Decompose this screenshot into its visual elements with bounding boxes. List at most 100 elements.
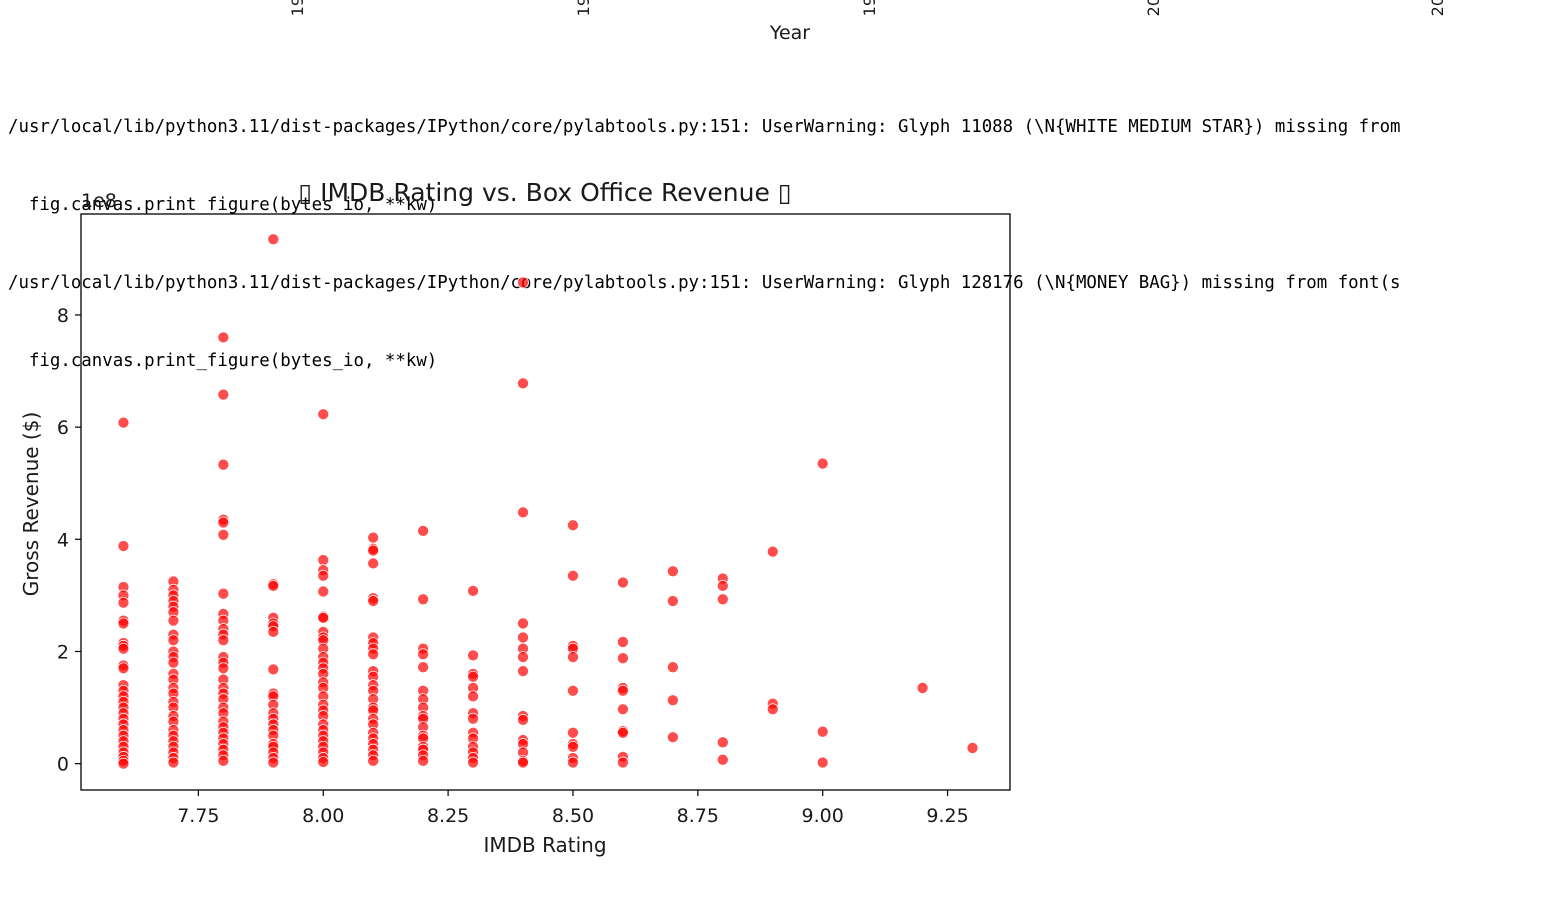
data-point [217, 388, 230, 401]
console-line: fig.canvas.print_figure(bytes_io, **kw) [8, 195, 438, 215]
data-point [417, 525, 429, 537]
data-point [117, 617, 130, 630]
prev-x-axis-label: Year [769, 22, 811, 44]
prev-x-tick-label: 19 [574, 0, 593, 17]
data-point [367, 531, 380, 544]
data-point [317, 611, 330, 624]
data-point [117, 540, 130, 552]
x-tick-label: 7.75 [177, 805, 219, 827]
data-point [716, 753, 729, 766]
y-tick-label: 4 [57, 529, 69, 551]
console-line: /usr/local/lib/python3.11/dist-packages/… [8, 273, 1401, 293]
x-tick-label: 9.00 [802, 805, 844, 827]
prev-x-tick-label: 20 [1144, 0, 1163, 17]
y-tick-label: 6 [57, 417, 69, 439]
data-point [816, 756, 829, 769]
data-point [367, 648, 380, 661]
data-point [517, 631, 529, 644]
data-point [317, 569, 330, 582]
data-point [467, 649, 479, 662]
x-tick-label: 8.00 [302, 805, 344, 827]
data-point [716, 593, 729, 606]
data-point [517, 651, 529, 663]
data-point [167, 656, 180, 669]
data-point [517, 665, 529, 677]
data-point [517, 276, 529, 289]
data-point [966, 742, 979, 754]
scatter-chart: ▯ IMDB Rating vs. Box Office Revenue ▯ 1… [0, 170, 1030, 874]
data-point [716, 736, 729, 749]
y-tick-label: 8 [57, 305, 69, 327]
data-point [317, 585, 330, 598]
x-axis-label: IMDB Rating [483, 833, 606, 857]
data-point [716, 579, 729, 592]
data-point [317, 408, 330, 421]
data-point [417, 648, 429, 661]
data-point [667, 595, 679, 607]
data-point [617, 576, 629, 589]
data-point [267, 625, 280, 638]
data-point [217, 331, 230, 344]
data-point [217, 458, 230, 471]
data-point [617, 636, 629, 648]
prev-x-tick-label: 19 [288, 0, 307, 17]
data-point [567, 756, 579, 769]
data-point [517, 714, 529, 726]
data-point [217, 587, 230, 600]
data-point [317, 554, 330, 566]
data-point [567, 569, 579, 582]
data-point [217, 634, 230, 647]
y-axis: 0 2 4 6 8 [57, 305, 81, 776]
data-point [417, 661, 429, 674]
data-point [517, 377, 529, 390]
data-point [417, 593, 429, 606]
data-point [617, 684, 629, 697]
console-line: fig.canvas.print_figure(bytes_io, **kw) [8, 351, 438, 371]
data-point [367, 557, 380, 570]
x-tick-label: 8.50 [552, 805, 594, 827]
data-point [167, 756, 180, 769]
data-point [617, 726, 629, 739]
plot-frame [80, 213, 1011, 791]
data-point [916, 682, 929, 694]
y-axis-label: Gross Revenue ($) [19, 412, 43, 597]
data-point [667, 661, 679, 674]
chart-svg: ▯ IMDB Rating vs. Box Office Revenue ▯ 1… [19, 178, 1011, 857]
data-point [267, 756, 280, 769]
data-point [467, 712, 479, 725]
data-point [467, 690, 479, 703]
prev-x-tick-label: 19 [860, 0, 879, 17]
data-points [117, 233, 979, 770]
data-point [567, 651, 579, 663]
data-point [517, 506, 529, 519]
data-point [217, 662, 230, 675]
console-line: /usr/local/lib/python3.11/dist-packages/… [8, 117, 1401, 137]
data-point [417, 754, 429, 767]
data-point [117, 642, 130, 655]
data-point [567, 519, 579, 532]
x-tick-label: 8.25 [427, 805, 469, 827]
data-point [367, 754, 380, 767]
data-point [217, 528, 230, 541]
y-tick-label: 2 [57, 641, 69, 663]
data-point [467, 756, 479, 769]
x-tick-label: 8.75 [677, 805, 719, 827]
data-point [567, 726, 579, 739]
data-point [217, 754, 230, 767]
data-point [567, 684, 579, 697]
data-point [766, 545, 779, 558]
data-point [617, 756, 629, 769]
console-output: /usr/local/lib/python3.11/dist-packages/… [8, 62, 1544, 400]
data-point [117, 757, 130, 770]
data-point [517, 756, 529, 769]
y-offset-label: 1e8 [81, 190, 117, 212]
x-tick-label: 9.25 [926, 805, 968, 827]
data-point [117, 416, 130, 429]
data-point [317, 756, 330, 768]
data-point [617, 652, 629, 665]
data-point [167, 614, 180, 627]
data-point [667, 731, 679, 744]
data-point [217, 516, 230, 529]
data-point [267, 233, 280, 246]
data-point [117, 596, 130, 609]
